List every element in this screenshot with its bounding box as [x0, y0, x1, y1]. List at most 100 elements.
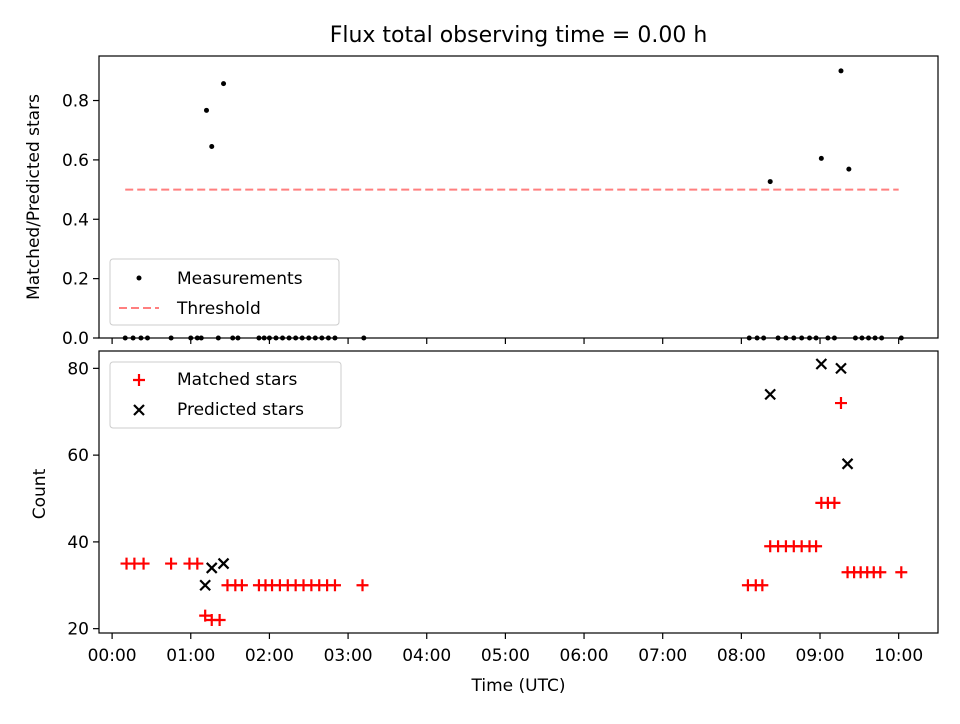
measurement-point — [898, 335, 904, 341]
bottom-x-tick-label: 08:00 — [717, 646, 766, 666]
matched-star-point — [199, 609, 212, 622]
measurement-point — [293, 335, 299, 341]
matched-star-point — [834, 397, 847, 410]
measurement-point — [273, 335, 279, 341]
measurement-point — [198, 335, 204, 341]
x-axis-label: Time (UTC) — [471, 676, 566, 696]
top-panel: 0.00.20.40.60.8 Matched/Predicted stars … — [24, 55, 939, 349]
matched-star-point — [235, 579, 248, 592]
matched-star-point — [191, 557, 204, 570]
bottom-y-tick-label: 20 — [67, 620, 89, 640]
measurement-point — [767, 179, 773, 185]
measurement-point — [879, 335, 885, 341]
bottom-legend-box — [109, 361, 342, 429]
bottom-x-tick-label: 03:00 — [324, 646, 373, 666]
measurement-point — [361, 335, 367, 341]
legend-matched-marker — [133, 374, 145, 386]
measurement-point — [866, 335, 872, 341]
chart-title: Flux total observing time = 0.00 h — [330, 23, 708, 48]
measurement-point — [332, 335, 338, 341]
measurement-point — [221, 81, 227, 87]
matched-star-point — [756, 579, 769, 592]
bottom-x-tick-label: 01:00 — [166, 646, 215, 666]
matched-star-point — [895, 566, 908, 579]
measurement-point — [235, 335, 241, 341]
measurement-point — [188, 335, 194, 341]
top-legend: Measurements Threshold — [109, 258, 340, 326]
measurement-point — [807, 335, 813, 341]
bottom-x-tick-label: 07:00 — [638, 646, 687, 666]
bottom-y-tick-label: 60 — [67, 446, 89, 466]
measurement-point — [194, 335, 200, 341]
bottom-y-axis-label: Count — [30, 468, 50, 519]
matched-star-point — [828, 496, 841, 509]
measurement-point — [312, 335, 318, 341]
top-legend-box — [109, 258, 340, 326]
bottom-legend: Matched stars Predicted stars — [109, 361, 342, 429]
measurement-point — [256, 335, 262, 341]
bottom-panel: 20 40 60 80 00:00 01:00 02:00 03:00 04:00 05:00 0… — [30, 350, 939, 696]
legend-threshold-label: Threshold — [176, 299, 261, 319]
measurement-point — [852, 335, 858, 341]
matched-star-point — [165, 557, 178, 570]
top-y-tick-label: 0.4 — [62, 210, 89, 230]
measurement-point — [261, 335, 267, 341]
top-y-tick-label: 0.6 — [62, 151, 89, 171]
legend-matched-label: Matched stars — [177, 370, 297, 390]
measurement-point — [145, 335, 151, 341]
measurement-point — [761, 335, 767, 341]
bottom-x-tick-label: 09:00 — [796, 646, 845, 666]
measurement-point — [299, 335, 305, 341]
bottom-y-axis: 20 40 60 80 — [67, 359, 99, 640]
bottom-series — [120, 358, 908, 626]
measurement-point — [325, 335, 331, 341]
bottom-y-tick-label: 80 — [67, 359, 89, 379]
measurement-point — [306, 335, 312, 341]
bottom-x-tick-label: 05:00 — [481, 646, 530, 666]
top-x-axis — [111, 338, 900, 344]
top-y-axis: 0.0 0.2 0.4 0.6 0.8 — [62, 92, 99, 349]
bottom-x-axis: 00:00 01:00 02:00 03:00 04:00 05:00 06:00 07:00… — [88, 633, 923, 666]
matched-star-point — [137, 557, 150, 570]
measurement-point — [168, 335, 174, 341]
predicted-star-point — [217, 557, 230, 570]
measurement-point — [818, 155, 824, 161]
top-y-tick-label: 0.2 — [62, 270, 89, 290]
bottom-x-tick-label: 10:00 — [874, 646, 923, 666]
measurement-point — [280, 335, 286, 341]
top-y-axis-label: Matched/Predicted stars — [24, 94, 44, 300]
measurement-point — [138, 335, 144, 341]
measurement-point — [203, 107, 209, 113]
measurement-point — [130, 335, 136, 341]
legend-measurements-marker — [136, 275, 142, 281]
predicted-star-point — [205, 562, 218, 574]
matched-star-point — [213, 613, 226, 626]
matched-star-point — [874, 566, 887, 579]
bottom-x-tick-label: 02:00 — [245, 646, 294, 666]
bottom-y-tick-label: 40 — [67, 533, 89, 553]
legend-predicted-label: Predicted stars — [177, 400, 304, 420]
matched-star-point — [356, 579, 369, 592]
matched-star-point — [810, 540, 823, 553]
measurement-point — [831, 335, 837, 341]
top-y-tick-label: 0.8 — [62, 92, 89, 112]
measurement-point — [286, 335, 292, 341]
predicted-star-point — [841, 458, 854, 470]
measurement-point — [859, 335, 865, 341]
matched-star-point — [328, 579, 341, 592]
measurement-point — [775, 335, 781, 341]
predicted-star-point — [835, 362, 847, 375]
measurement-point — [799, 335, 805, 341]
bottom-x-tick-label: 00:00 — [88, 646, 137, 666]
measurement-point — [746, 335, 752, 341]
measurement-point — [319, 335, 325, 341]
bottom-x-tick-label: 04:00 — [402, 646, 451, 666]
top-series — [122, 68, 904, 341]
measurement-point — [209, 144, 215, 150]
predicted-star-point — [764, 388, 776, 401]
measurement-point — [838, 68, 844, 74]
measurement-point — [215, 335, 221, 341]
measurement-point — [783, 335, 789, 341]
measurement-point — [872, 335, 878, 341]
